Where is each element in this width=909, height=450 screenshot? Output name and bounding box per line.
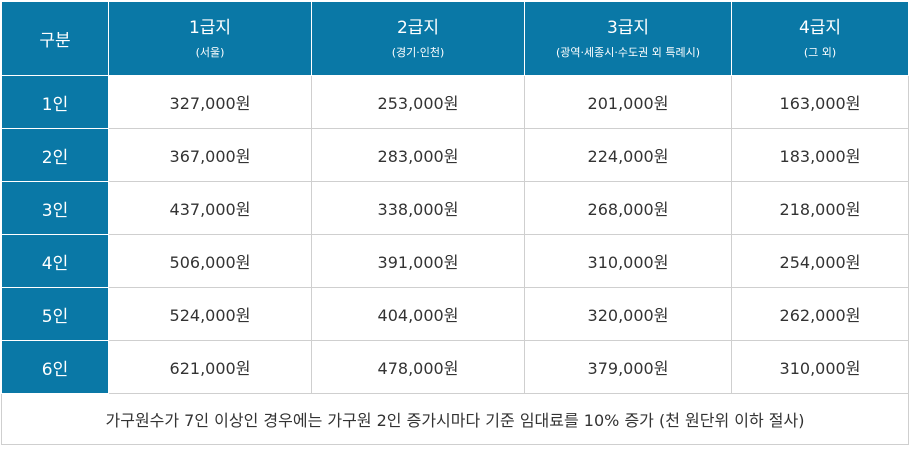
table-cell: 253,000원: [311, 75, 525, 129]
table-cell: 183,000원: [731, 128, 909, 182]
table-row: 5인 524,000원 404,000원 320,000원 262,000원: [1, 287, 909, 341]
table-cell: 218,000원: [731, 181, 909, 235]
column-header-label: 2급지: [396, 17, 440, 38]
table-row: 1인 327,000원 253,000원 201,000원 163,000원: [1, 75, 909, 129]
column-header-sublabel: (그 외): [803, 45, 837, 59]
table-cell: 201,000원: [524, 75, 732, 129]
table-footnote: 가구원수가 7인 이상인 경우에는 가구원 2인 증가시마다 기준 임대료를 1…: [1, 393, 909, 445]
column-header-grade2: 2급지 (경기·인천): [311, 1, 525, 76]
table-cell: 437,000원: [108, 181, 312, 235]
table-cell: 524,000원: [108, 287, 312, 341]
table-header: 구분 1급지 (서울) 2급지 (경기·인천) 3급지 (광역·세종시·수도권 …: [1, 1, 909, 76]
column-header-grade4: 4급지 (그 외): [731, 1, 909, 76]
table-row: 2인 367,000원 283,000원 224,000원 183,000원: [1, 128, 909, 182]
table-cell: 320,000원: [524, 287, 732, 341]
table-cell: 379,000원: [524, 340, 732, 394]
table-cell: 283,000원: [311, 128, 525, 182]
column-header-label: 1급지: [188, 17, 232, 38]
row-label-2: 2인: [1, 128, 109, 182]
column-header-sublabel: (경기·인천): [391, 45, 445, 59]
table-cell: 338,000원: [311, 181, 525, 235]
column-header-sublabel: (서울): [195, 45, 225, 59]
row-label-3: 3인: [1, 181, 109, 235]
table-row: 6인 621,000원 478,000원 379,000원 310,000원: [1, 340, 909, 394]
column-header-grade3: 3급지 (광역·세종시·수도권 외 특례시): [524, 1, 732, 76]
table-cell: 391,000원: [311, 234, 525, 288]
table-cell: 404,000원: [311, 287, 525, 341]
table-cell: 254,000원: [731, 234, 909, 288]
header-row: 구분 1급지 (서울) 2급지 (경기·인천) 3급지 (광역·세종시·수도권 …: [1, 1, 909, 76]
table-cell: 268,000원: [524, 181, 732, 235]
column-header-label: 3급지: [606, 17, 650, 38]
table-cell: 367,000원: [108, 128, 312, 182]
row-label-6: 6인: [1, 340, 109, 394]
row-label-4: 4인: [1, 234, 109, 288]
table-body: 1인 327,000원 253,000원 201,000원 163,000원 2…: [1, 75, 909, 394]
column-header-sublabel: (광역·세종시·수도권 외 특례시): [555, 45, 700, 59]
table-row: 3인 437,000원 338,000원 268,000원 218,000원: [1, 181, 909, 235]
table-cell: 327,000원: [108, 75, 312, 129]
table-cell: 506,000원: [108, 234, 312, 288]
table-cell: 478,000원: [311, 340, 525, 394]
table-cell: 621,000원: [108, 340, 312, 394]
row-label-1: 1인: [1, 75, 109, 129]
table-cell: 224,000원: [524, 128, 732, 182]
table-cell: 163,000원: [731, 75, 909, 129]
row-label-5: 5인: [1, 287, 109, 341]
footnote-row: 가구원수가 7인 이상인 경우에는 가구원 2인 증가시마다 기준 임대료를 1…: [1, 393, 909, 445]
table-footer: 가구원수가 7인 이상인 경우에는 가구원 2인 증가시마다 기준 임대료를 1…: [1, 393, 909, 445]
column-header-label: 4급지: [798, 17, 842, 38]
table-cell: 262,000원: [731, 287, 909, 341]
table-cell: 310,000원: [731, 340, 909, 394]
column-header-grade1: 1급지 (서울): [108, 1, 312, 76]
corner-header: 구분: [1, 1, 109, 76]
table-row: 4인 506,000원 391,000원 310,000원 254,000원: [1, 234, 909, 288]
table-cell: 310,000원: [524, 234, 732, 288]
